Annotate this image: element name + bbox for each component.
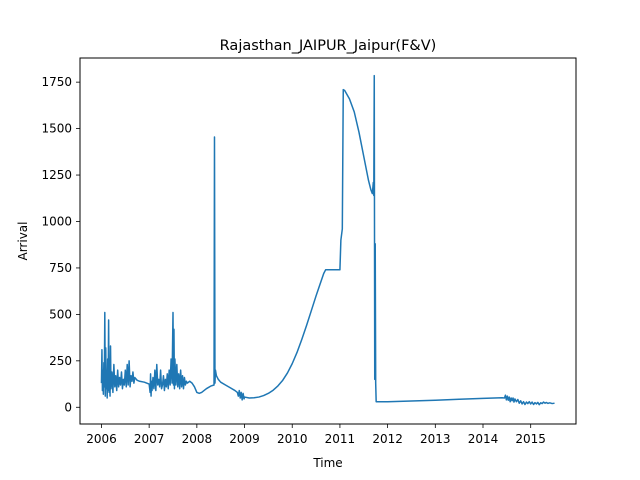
y-tick-label: 500 xyxy=(49,307,72,321)
x-tick-label: 2011 xyxy=(325,432,356,446)
y-tick-label: 1250 xyxy=(41,168,72,182)
y-tick-label: 1000 xyxy=(41,214,72,228)
plot-area xyxy=(100,74,555,406)
y-axis-label: Arrival xyxy=(16,222,30,261)
series-line-0 xyxy=(100,74,555,406)
y-tick-label: 250 xyxy=(49,354,72,368)
y-tick-label: 0 xyxy=(64,400,72,414)
x-tick-label: 2008 xyxy=(182,432,213,446)
x-tick-label: 2013 xyxy=(420,432,451,446)
x-axis: 2006 2007 2008 2009 2010 2011 2012 2013 2014 2015 xyxy=(86,424,546,446)
x-tick-label: 2009 xyxy=(229,432,260,446)
x-tick-label: 2007 xyxy=(134,432,165,446)
axes-frame xyxy=(79,57,577,425)
x-tick-label: 2010 xyxy=(277,432,308,446)
x-tick-label: 2015 xyxy=(515,432,546,446)
y-tick-label: 750 xyxy=(49,261,72,275)
x-tick-label: 2014 xyxy=(468,432,499,446)
y-axis: 0 250 500 750 1000 1250 1500 1750 xyxy=(41,75,80,414)
y-tick-label: 1750 xyxy=(41,75,72,89)
chart-title: Rajasthan_JAIPUR_Jaipur(F&V) xyxy=(220,38,437,54)
y-tick-label: 1500 xyxy=(41,122,72,136)
x-tick-label: 2006 xyxy=(86,432,117,446)
x-axis-label: Time xyxy=(312,456,342,470)
x-tick-label: 2012 xyxy=(372,432,403,446)
